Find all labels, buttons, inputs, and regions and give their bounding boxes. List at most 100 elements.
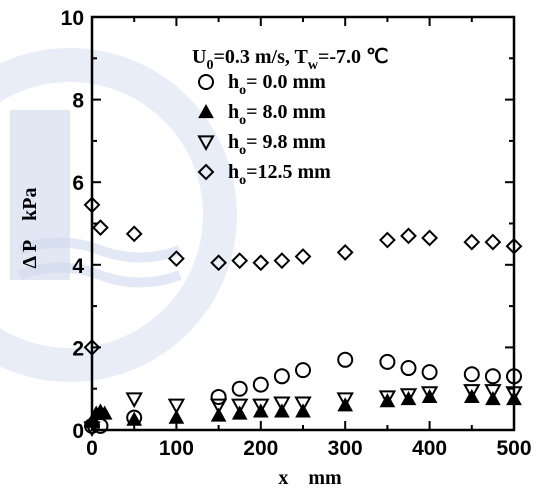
- legend-label-sub: o: [239, 173, 246, 188]
- legend-entry: ho=12.5 mm: [197, 161, 331, 188]
- data-point: [484, 233, 502, 251]
- data-point: [421, 229, 439, 247]
- legend-label-main: h: [228, 131, 239, 153]
- x-axis-label: x mm: [278, 467, 342, 489]
- legend-label-rest: = 8.0 mm: [246, 101, 326, 123]
- legend-label-main: h: [228, 101, 239, 123]
- condition-temperature-sub: w: [308, 58, 319, 73]
- legend-entry: ho= 0.0 mm: [198, 71, 326, 98]
- legend-label-sub: o: [239, 143, 246, 158]
- data-point: [505, 386, 523, 402]
- data-point: [463, 233, 481, 251]
- legend-condition: U0=0.3 m/s, Tw=-7.0 ℃: [192, 46, 389, 73]
- data-point: [96, 405, 113, 420]
- legend-label-rest: = 9.8 mm: [246, 131, 326, 153]
- data-point: [463, 366, 480, 383]
- data-point: [210, 254, 228, 272]
- legend-marker: [198, 103, 214, 119]
- data-point: [210, 407, 227, 422]
- data-point: [83, 421, 101, 437]
- legend-label-rest: = 0.0 mm: [246, 71, 326, 93]
- data-point: [400, 390, 417, 406]
- data-point: [125, 392, 143, 409]
- watermark-seal: [0, 48, 237, 382]
- series-2: [83, 384, 523, 437]
- data-point: [420, 386, 439, 402]
- y-axis-label: Δ P kPa: [19, 188, 41, 269]
- data-point: [421, 388, 438, 404]
- legend-marker: [198, 74, 214, 90]
- legend-label: ho= 9.8 mm: [228, 131, 326, 158]
- data-point: [399, 388, 418, 404]
- x-tick-label: 300: [328, 437, 363, 460]
- data-point: [379, 393, 396, 408]
- legend-label-rest: =12.5 mm: [246, 161, 331, 183]
- data-point: [168, 409, 185, 424]
- legend-entry: ho= 9.8 mm: [197, 131, 326, 158]
- data-point: [295, 362, 311, 379]
- y-tick-label: 10: [61, 7, 84, 30]
- data-points: [83, 196, 523, 437]
- data-point: [506, 368, 522, 385]
- data-point: [400, 360, 417, 377]
- condition-velocity-sub: 0: [206, 58, 213, 73]
- condition-velocity: U: [192, 46, 206, 68]
- axis-ticks: [91, 16, 515, 431]
- legend-label: ho=12.5 mm: [228, 161, 331, 188]
- data-point: [252, 376, 269, 393]
- legend-label-main: h: [228, 71, 239, 93]
- data-point: [252, 398, 270, 415]
- condition-temperature-value: =-7.0 ℃: [318, 46, 389, 68]
- data-point: [167, 398, 186, 415]
- x-tick-label: 100: [159, 437, 194, 460]
- y-tick-label: 8: [72, 90, 84, 113]
- y-tick-label: 4: [72, 255, 84, 278]
- data-point: [126, 411, 143, 426]
- data-point: [252, 254, 270, 272]
- condition-velocity-value: =0.3 m/s,: [213, 46, 294, 68]
- data-point: [231, 398, 249, 415]
- data-point: [273, 368, 290, 385]
- legend-marker: [197, 135, 215, 152]
- data-point: [210, 388, 227, 405]
- y-tick-label: 6: [72, 172, 84, 195]
- data-point: [83, 196, 101, 214]
- series-3: [83, 196, 523, 356]
- data-point: [337, 351, 354, 368]
- data-point: [463, 384, 481, 400]
- data-point: [484, 368, 501, 385]
- x-tick-label: 200: [243, 437, 278, 460]
- data-point: [92, 219, 109, 237]
- series-0: [84, 351, 522, 434]
- legend-label-main: h: [228, 161, 239, 183]
- data-point: [294, 396, 312, 413]
- x-tick-label: 0: [86, 437, 98, 460]
- x-tick-label: 400: [412, 437, 447, 460]
- condition-temperature: T: [295, 46, 309, 68]
- data-point: [294, 248, 312, 265]
- data-point: [167, 250, 185, 268]
- legend-label-sub: o: [239, 113, 246, 128]
- legend-entry: ho= 8.0 mm: [198, 101, 326, 128]
- data-point: [273, 396, 291, 413]
- y-tick-label: 0: [72, 420, 84, 443]
- x-tick-label: 500: [496, 437, 531, 460]
- data-point: [505, 237, 523, 255]
- y-tick-label: 2: [72, 337, 84, 360]
- data-point: [336, 243, 354, 261]
- data-point: [209, 398, 228, 415]
- data-point: [84, 413, 100, 428]
- data-point: [273, 252, 291, 270]
- axis-tick-labels: 0 100 200 300 400 500 0 2 4 6 8 10: [61, 7, 532, 460]
- data-point: [125, 225, 143, 243]
- data-point: [484, 384, 502, 400]
- legend-label: ho= 0.0 mm: [228, 71, 326, 98]
- data-point: [379, 353, 396, 370]
- data-point: [336, 392, 354, 409]
- legend-label-sub: o: [239, 83, 246, 98]
- data-point: [378, 390, 397, 407]
- data-point: [421, 364, 438, 381]
